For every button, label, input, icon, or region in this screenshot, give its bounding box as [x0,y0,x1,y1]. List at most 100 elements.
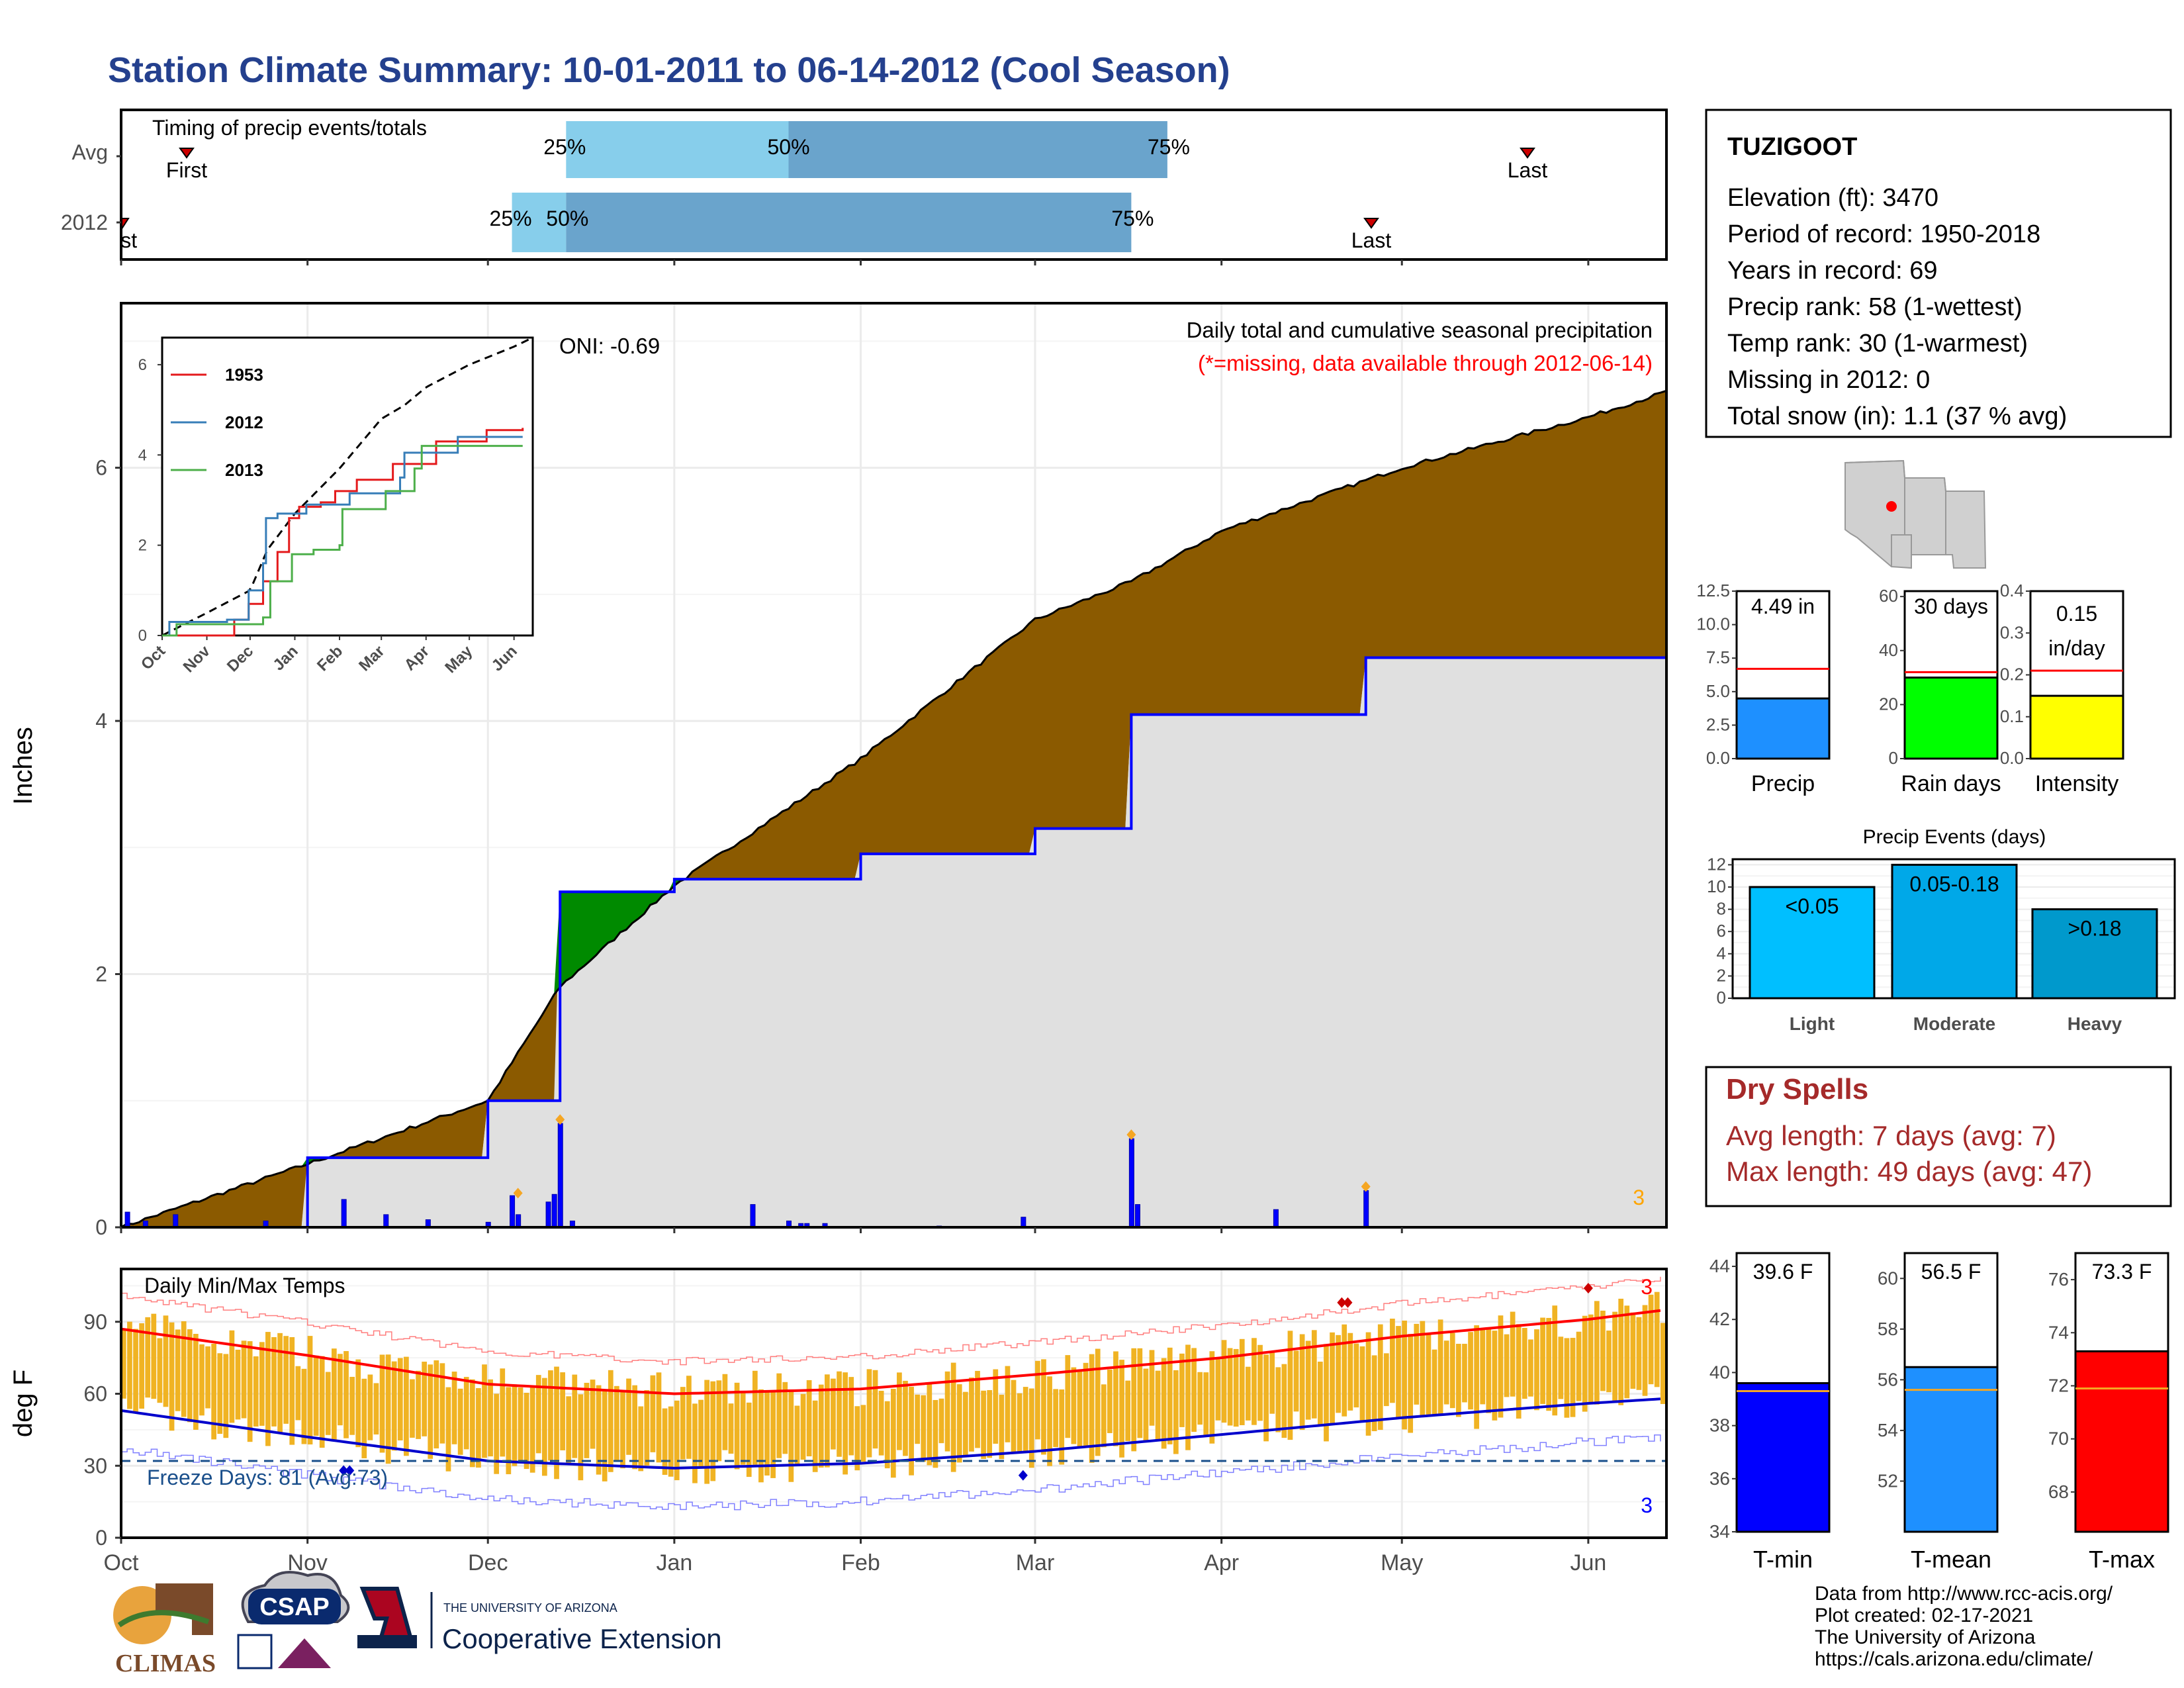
temp-summary-tick-label: 60 [1878,1268,1898,1288]
timing-first-avg: First [166,158,207,182]
daily-temp-bar [944,1371,950,1452]
daily-precip-bar [1021,1217,1026,1228]
daily-precip-bar [750,1204,756,1228]
precip-event-range: <0.05 [1786,894,1839,918]
daily-temp-bar [193,1333,199,1430]
daily-temp-bar [410,1379,415,1438]
daily-temp-bar [1071,1367,1077,1444]
daily-temp-bar [1028,1388,1034,1468]
mini-bar-value [1903,677,1999,760]
daily-temp-bar [181,1321,187,1417]
daily-temp-bar [572,1374,578,1458]
daily-temp-bar [698,1399,704,1467]
daily-temp-bar [535,1375,541,1454]
daily-precip-bar [1273,1209,1279,1228]
temp-summary-tick-label: 74 [2048,1322,2069,1342]
timing-p50: 50% [546,207,588,230]
dry-spells-avg: Avg length: 7 days (avg: 7) [1726,1120,2056,1151]
timing-bar-25-50 [512,193,567,252]
temp-summary-tick-label: 38 [1709,1415,1730,1436]
daily-temp-bar [794,1405,800,1465]
precip-y-tick-label: 0 [95,1215,107,1239]
daily-temp-bar [1318,1361,1323,1427]
first-marker-icon [179,148,195,159]
record-high-marker-icon [1343,1297,1353,1308]
temp-y-tick-label: 60 [83,1382,107,1406]
station-line: Years in record: 69 [1727,257,1938,285]
daily-temp-bar [1359,1346,1365,1421]
daily-temp-bar [283,1336,289,1424]
daily-temp-bar [1281,1364,1287,1438]
temp-summary-tick-label: 34 [1709,1521,1730,1542]
daily-temp-bar [818,1384,824,1468]
daily-temp-bar [1648,1294,1654,1385]
daily-temp-bar [1191,1348,1197,1432]
mini-bar-tick-label: 20 [1879,694,1898,714]
daily-temp-bar [938,1398,944,1444]
climas-mesa-icon [156,1583,213,1635]
temp-y-tick-label: 90 [83,1310,107,1334]
daily-temp-bar [734,1382,740,1470]
precip-y-tick-label: 2 [95,962,107,986]
daily-temp-bar [1246,1366,1251,1421]
daily-temp-bar [800,1393,806,1460]
daily-temp-bar [1432,1349,1437,1416]
daily-temp-bar [1582,1315,1588,1412]
station-name: TUZIGOOT [1727,133,1857,161]
inset-line-2012 [162,436,523,637]
daily-temp-bar [987,1389,993,1458]
daily-temp-bar [1035,1360,1040,1440]
month-axis-label: Jun [1570,1550,1606,1575]
daily-temp-bar [897,1372,902,1450]
daily-temp-bar [1143,1368,1149,1441]
daily-temp-bar [686,1376,692,1459]
daily-temp-bar [199,1344,205,1416]
daily-temp-bar [367,1374,373,1440]
temp-summary-bar [1903,1366,1999,1533]
daily-temp-bar [1624,1305,1630,1399]
daily-temp-bar [1456,1344,1461,1417]
precip-y-tick-label: 4 [95,709,107,733]
daily-temp-bar [1233,1348,1239,1427]
record-low-marker-icon [345,1465,355,1476]
daily-temp-bar [1534,1329,1539,1411]
cumulative-average-line [120,389,1667,1229]
temp-summary-tick-label: 56 [1878,1369,1898,1389]
timing-panel: Timing of precip events/totals 25% 50% 75%… [61,109,1668,261]
daily-temp-bar [1396,1326,1401,1418]
daily-temp-bar [1239,1338,1245,1425]
cumulative-2012-line [121,656,1666,1229]
daily-temp-bar [584,1382,590,1458]
daily-temp-bar [1137,1348,1143,1438]
mini-bar-tick-label: 0.0 [1706,748,1730,768]
daily-temp-bar [1324,1344,1329,1442]
temp-summary-tick-label: 70 [2048,1429,2069,1449]
daily-temp-bar [247,1341,253,1442]
dry-spells-max: Max length: 49 days (avg: 47) [1726,1156,2092,1187]
footer-line: Plot created: 02-17-2021 [1815,1605,2033,1626]
missing-note: (*=missing, data available through 2012-… [1198,351,1653,375]
precip-y-axis-title: Inches [9,727,38,805]
daily-precip-bar [557,1123,563,1228]
daily-temp-bar [1227,1348,1233,1426]
precip-events-title: Precip Events (days) [1863,826,2046,848]
mini-bar-tick-label: 40 [1879,640,1898,660]
precip-y-tick-label: 6 [95,456,107,480]
daily-temp-bar [451,1372,457,1444]
mini-bar-tick-label: 0 [1889,748,1898,768]
events-tick-label: 4 [1717,943,1726,963]
daily-temp-bar [469,1379,475,1468]
timing-p75: 75% [1111,207,1154,230]
events-tick-label: 12 [1707,854,1726,874]
page-title: Station Climate Summary: 10-01-2011 to 0… [108,50,1230,90]
temp-summary-tick-label: 52 [1878,1470,1898,1491]
precip-event-bar [2031,908,2158,1000]
inset-legend-label: 2013 [225,460,263,480]
daily-precip-bar [383,1214,389,1228]
daily-temp-bar [241,1340,247,1419]
timing-p25: 25% [543,135,586,159]
inset-y-tick-label: 4 [138,446,147,464]
daily-temp-bar [1588,1314,1594,1403]
station-box-frame [1705,109,2172,438]
